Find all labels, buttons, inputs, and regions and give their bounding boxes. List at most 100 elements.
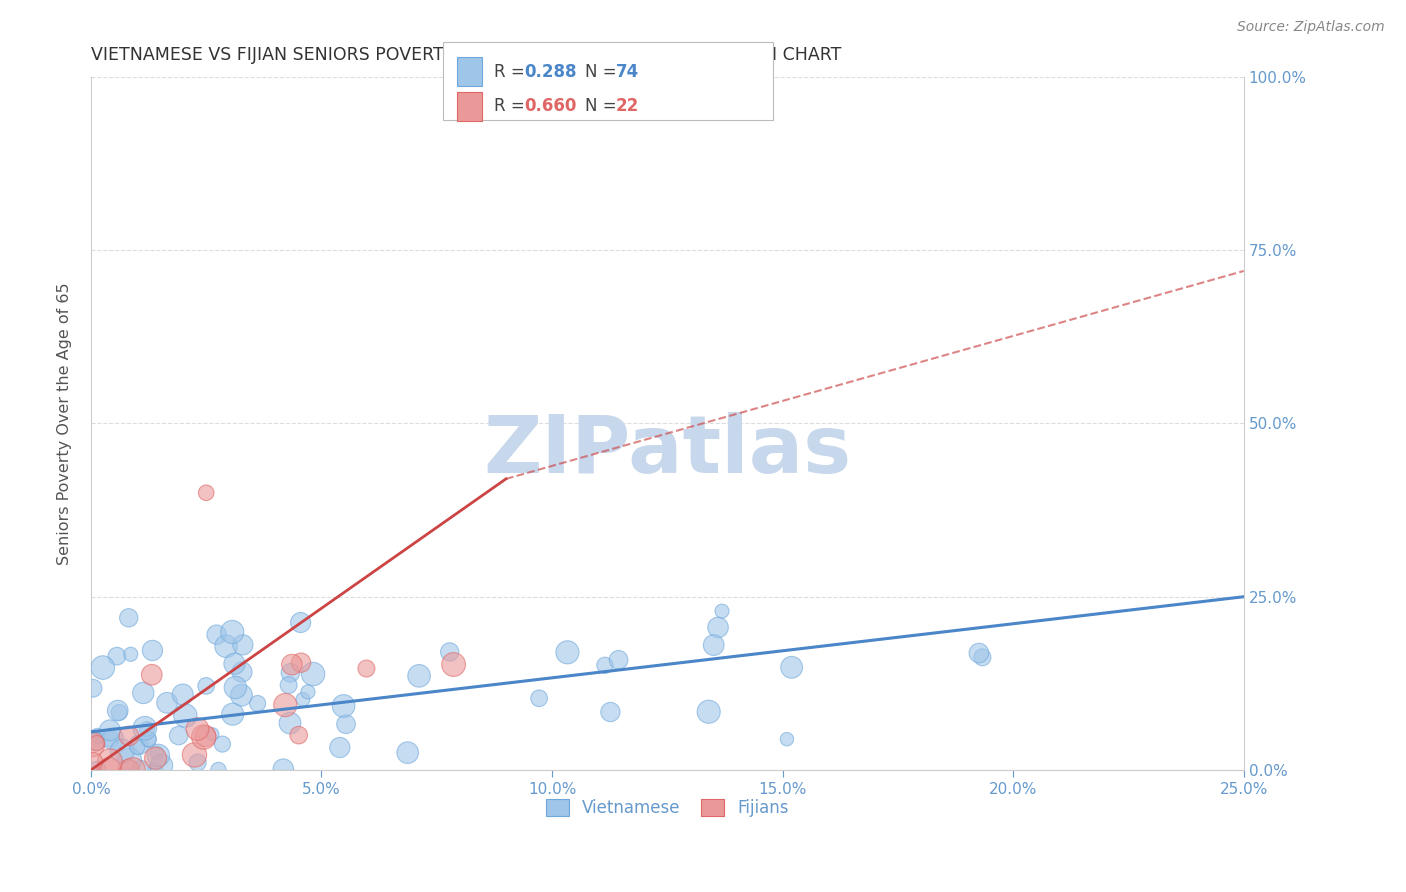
Point bbox=[281, 657, 304, 672]
Point bbox=[194, 729, 217, 743]
Point bbox=[557, 645, 579, 659]
Text: 0.660: 0.660 bbox=[524, 97, 576, 115]
Point bbox=[145, 751, 167, 765]
Point bbox=[408, 669, 430, 683]
Text: R =: R = bbox=[494, 97, 530, 115]
Point bbox=[105, 649, 128, 664]
Point bbox=[98, 763, 121, 777]
Point bbox=[443, 657, 465, 672]
Point bbox=[195, 679, 218, 693]
Point bbox=[205, 628, 228, 642]
Point bbox=[129, 763, 152, 777]
Point bbox=[138, 732, 160, 747]
Point bbox=[100, 731, 122, 746]
Point bbox=[132, 686, 155, 700]
Text: 74: 74 bbox=[616, 62, 640, 81]
Text: 22: 22 bbox=[616, 97, 640, 115]
Point bbox=[120, 647, 142, 661]
Point bbox=[108, 706, 131, 720]
Point bbox=[141, 667, 163, 681]
Point bbox=[972, 650, 994, 665]
Point bbox=[86, 763, 108, 777]
Point bbox=[703, 638, 725, 652]
Point bbox=[356, 661, 378, 675]
Point bbox=[91, 660, 114, 674]
Point bbox=[193, 730, 215, 744]
Point bbox=[122, 763, 145, 777]
Point bbox=[156, 696, 179, 710]
Point bbox=[215, 639, 238, 653]
Legend: Vietnamese, Fijians: Vietnamese, Fijians bbox=[538, 793, 796, 824]
Point bbox=[222, 707, 245, 722]
Point bbox=[396, 746, 419, 760]
Point bbox=[221, 624, 243, 639]
Text: N =: N = bbox=[585, 97, 621, 115]
Point bbox=[127, 740, 149, 755]
Point bbox=[967, 646, 990, 660]
Text: N =: N = bbox=[585, 62, 621, 81]
Y-axis label: Seniors Poverty Over the Age of 65: Seniors Poverty Over the Age of 65 bbox=[58, 282, 72, 565]
Point bbox=[134, 721, 156, 735]
Point bbox=[231, 688, 253, 702]
Point bbox=[101, 731, 124, 746]
Text: R =: R = bbox=[494, 62, 530, 81]
Point bbox=[118, 611, 141, 625]
Point bbox=[98, 754, 121, 768]
Point bbox=[118, 753, 141, 767]
Point bbox=[780, 660, 803, 674]
Point bbox=[82, 738, 104, 752]
Point bbox=[274, 698, 297, 712]
Point bbox=[128, 738, 150, 752]
Point bbox=[278, 716, 301, 731]
Text: 0.288: 0.288 bbox=[524, 62, 576, 81]
Point bbox=[711, 604, 734, 618]
Point bbox=[174, 708, 197, 723]
Point bbox=[82, 755, 104, 769]
Point bbox=[707, 620, 730, 634]
Point bbox=[607, 653, 630, 667]
Point bbox=[439, 645, 461, 659]
Point bbox=[141, 643, 163, 657]
Point bbox=[207, 763, 229, 777]
Point bbox=[697, 705, 720, 719]
Point bbox=[107, 704, 129, 718]
Point bbox=[291, 692, 314, 706]
Point bbox=[231, 665, 253, 679]
Point bbox=[187, 756, 209, 770]
Point bbox=[232, 638, 254, 652]
Text: VIETNAMESE VS FIJIAN SENIORS POVERTY OVER THE AGE OF 65 CORRELATION CHART: VIETNAMESE VS FIJIAN SENIORS POVERTY OVE… bbox=[91, 46, 841, 64]
Point bbox=[329, 740, 352, 755]
Point bbox=[183, 747, 205, 762]
Point bbox=[201, 727, 224, 741]
Point bbox=[167, 729, 190, 743]
Point bbox=[136, 722, 159, 736]
Point bbox=[246, 697, 269, 711]
Point bbox=[82, 681, 104, 696]
Text: Source: ZipAtlas.com: Source: ZipAtlas.com bbox=[1237, 20, 1385, 34]
Point bbox=[290, 656, 312, 670]
Point bbox=[172, 688, 194, 702]
Point bbox=[150, 758, 173, 772]
Point bbox=[224, 657, 246, 671]
Point bbox=[527, 691, 550, 706]
Point bbox=[148, 748, 170, 763]
Point bbox=[277, 678, 299, 692]
Point bbox=[725, 70, 748, 84]
Point bbox=[776, 732, 799, 747]
Point bbox=[599, 705, 621, 719]
Point bbox=[86, 736, 108, 750]
Point bbox=[138, 731, 160, 746]
Point bbox=[211, 737, 233, 751]
Point bbox=[117, 763, 139, 777]
Point bbox=[118, 729, 141, 743]
Point bbox=[224, 681, 246, 695]
Point bbox=[302, 667, 325, 681]
Point bbox=[297, 685, 319, 699]
Point bbox=[86, 729, 108, 743]
Point bbox=[593, 658, 616, 673]
Point bbox=[143, 763, 166, 777]
Point bbox=[86, 734, 108, 748]
Point bbox=[98, 723, 121, 738]
Point bbox=[280, 665, 302, 680]
Point bbox=[273, 762, 295, 776]
